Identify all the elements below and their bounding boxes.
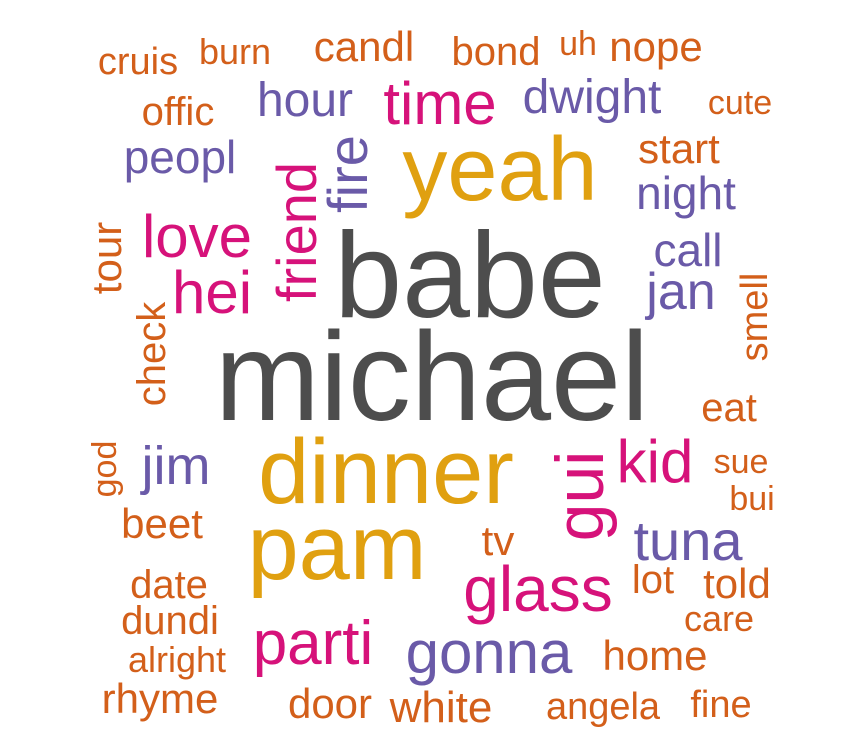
word-friend: friend bbox=[265, 161, 328, 303]
word-call: call bbox=[653, 224, 723, 276]
word-tuna: tuna bbox=[633, 509, 743, 572]
word-gonna: gonna bbox=[405, 619, 573, 686]
word-smell: smell bbox=[734, 272, 776, 362]
word-angela: angela bbox=[545, 686, 661, 728]
word-eat: eat bbox=[701, 386, 757, 430]
word-glass: glass bbox=[463, 553, 613, 625]
word-alright: alright bbox=[127, 639, 227, 680]
word-date: date bbox=[130, 563, 208, 607]
word-tour: tour bbox=[83, 221, 130, 295]
word-burn: burn bbox=[198, 31, 272, 72]
word-nope: nope bbox=[609, 23, 703, 70]
word-uh: uh bbox=[559, 25, 597, 63]
word-fine: fine bbox=[690, 684, 752, 726]
word-babe: babe bbox=[334, 207, 606, 343]
word-yeah: yeah bbox=[402, 120, 598, 220]
word-bui: bui bbox=[729, 480, 775, 518]
word-night: night bbox=[636, 167, 736, 219]
word-gui: gui bbox=[542, 450, 618, 542]
word-dwight: dwight bbox=[522, 71, 662, 124]
word-check: check bbox=[130, 301, 174, 407]
word-bond: bond bbox=[451, 30, 541, 74]
word-jan: jan bbox=[646, 263, 716, 321]
word-beet: beet bbox=[121, 500, 203, 547]
word-hei: hei bbox=[171, 259, 253, 326]
word-parti: parti bbox=[252, 609, 374, 678]
word-tv: tv bbox=[481, 517, 515, 564]
word-god: god bbox=[86, 440, 124, 498]
word-home: home bbox=[602, 632, 708, 679]
word-lot: lot bbox=[631, 558, 675, 602]
word-dundi: dundi bbox=[121, 599, 219, 643]
word-peopl: peopl bbox=[123, 131, 237, 183]
word-sue: sue bbox=[713, 443, 769, 481]
word-pam: pam bbox=[247, 497, 427, 599]
word-door: door bbox=[287, 680, 373, 727]
word-told: told bbox=[703, 560, 771, 607]
word-cute: cute bbox=[707, 84, 773, 122]
word-start: start bbox=[638, 125, 720, 172]
word-offic: offic bbox=[141, 90, 215, 134]
word-time: time bbox=[383, 70, 497, 137]
word-michael: michael bbox=[214, 306, 650, 447]
word-dinner: dinner bbox=[258, 421, 514, 523]
word-fire: fire bbox=[316, 135, 379, 213]
word-candl: candl bbox=[313, 23, 415, 70]
word-care: care bbox=[683, 598, 755, 639]
word-cruis: cruis bbox=[97, 41, 179, 83]
word-rhyme: rhyme bbox=[101, 675, 219, 722]
word-hour: hour bbox=[256, 74, 354, 127]
word-kid: kid bbox=[616, 428, 694, 495]
word-white: white bbox=[389, 683, 493, 732]
word-jim: jim bbox=[141, 436, 211, 496]
word-love: love bbox=[141, 203, 253, 270]
